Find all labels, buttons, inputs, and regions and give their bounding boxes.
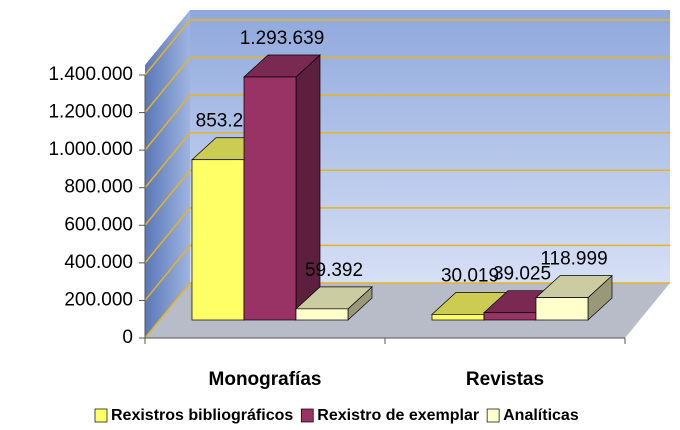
legend-swatch bbox=[486, 408, 500, 423]
legend-label: Rexistros bibliográficos bbox=[111, 407, 293, 424]
data-label: 30.019 bbox=[441, 265, 499, 286]
legend-swatch bbox=[94, 408, 108, 423]
y-tick-label: 600.000 bbox=[64, 214, 133, 235]
bar bbox=[483, 312, 537, 321]
grid-line bbox=[144, 207, 670, 264]
data-label: 118.999 bbox=[540, 249, 607, 270]
grid-line bbox=[144, 19, 670, 76]
bar bbox=[243, 76, 297, 321]
y-tick-label: 1.000.000 bbox=[48, 139, 133, 160]
legend-label: Rexistro de exemplar bbox=[317, 407, 479, 424]
y-tick-label: 1.200.000 bbox=[48, 102, 133, 123]
bar bbox=[295, 308, 349, 321]
y-tick-label: 800.000 bbox=[64, 177, 133, 198]
data-label: 59.392 bbox=[305, 260, 363, 281]
data-label: 1.293.639 bbox=[240, 28, 325, 49]
bar bbox=[431, 314, 485, 321]
data-label: 39.025 bbox=[493, 264, 551, 285]
y-tick-label: 200.000 bbox=[64, 289, 133, 310]
y-tick-label: 1.400.000 bbox=[48, 64, 133, 85]
y-tick-label: 0 bbox=[122, 327, 133, 348]
legend-label: Analíticas bbox=[503, 407, 579, 424]
grid-line bbox=[144, 169, 670, 226]
grid-line bbox=[144, 56, 670, 114]
grid-line bbox=[144, 244, 670, 301]
legend-swatch bbox=[300, 408, 314, 423]
grid-line bbox=[144, 94, 670, 151]
x-tick-label: Revistas bbox=[466, 369, 544, 390]
bar bbox=[535, 297, 589, 321]
grid-line bbox=[144, 131, 670, 189]
bar bbox=[191, 159, 245, 321]
y-tick-label: 400.000 bbox=[64, 252, 133, 273]
x-tick-label: Monografías bbox=[209, 369, 322, 390]
grid-line bbox=[144, 282, 670, 339]
side-wall bbox=[145, 10, 190, 338]
